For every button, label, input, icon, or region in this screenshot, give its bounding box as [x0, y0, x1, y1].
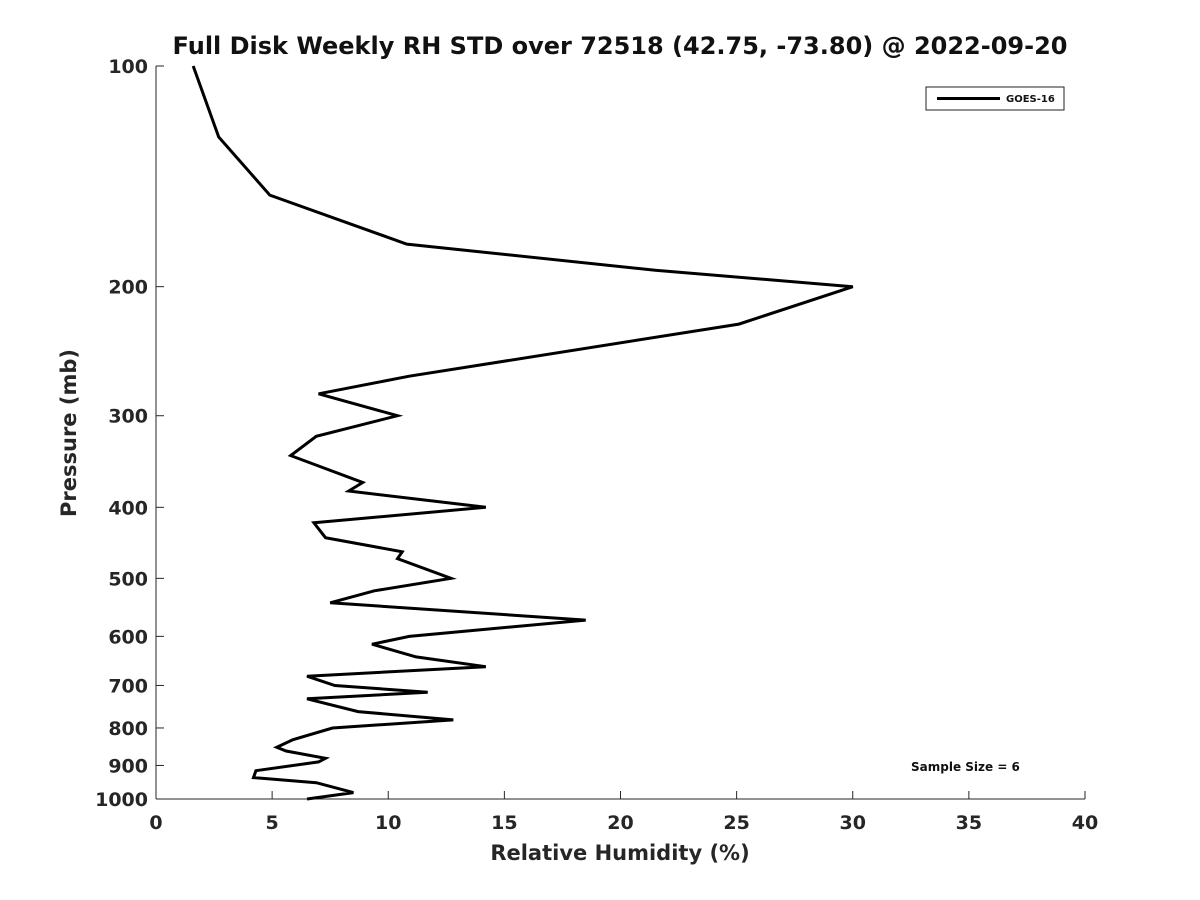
x-tick-label: 15 [491, 812, 517, 834]
x-tick-label: 30 [840, 812, 866, 834]
legend: GOES-16 [925, 86, 1065, 111]
y-tick-label: 1000 [95, 789, 148, 811]
y-axis-label: Pressure (mb) [57, 349, 81, 517]
axes: 0 5 10 15 20 25 30 35 40 100 200 300 400 500 600 700 800… [95, 56, 1098, 834]
y-tick-label: 900 [108, 755, 148, 777]
sample-size-annotation: Sample Size = 6 [911, 760, 1020, 774]
series-line-goes-16 [191, 65, 854, 801]
x-tick-label: 40 [1072, 812, 1098, 834]
x-tick-label: 20 [607, 812, 633, 834]
y-tick-label: 700 [108, 675, 148, 697]
y-tick-label: 100 [108, 56, 148, 78]
x-tick-label: 35 [956, 812, 982, 834]
y-tick-label: 200 [108, 277, 148, 299]
x-tick-label: 25 [723, 812, 749, 834]
y-tick-label: 300 [108, 406, 148, 428]
x-tick-label: 10 [375, 812, 401, 834]
chart-title: Full Disk Weekly RH STD over 72518 (42.7… [173, 32, 1068, 60]
y-tick-label: 800 [108, 718, 148, 740]
legend-label-goes-16: GOES-16 [1006, 94, 1055, 105]
x-tick-label: 0 [149, 812, 162, 834]
x-tick-label: 5 [266, 812, 279, 834]
y-tick-label: 500 [108, 568, 148, 590]
y-tick-label: 600 [108, 626, 148, 648]
y-tick-label: 400 [108, 497, 148, 519]
x-axis-label: Relative Humidity (%) [490, 841, 749, 865]
